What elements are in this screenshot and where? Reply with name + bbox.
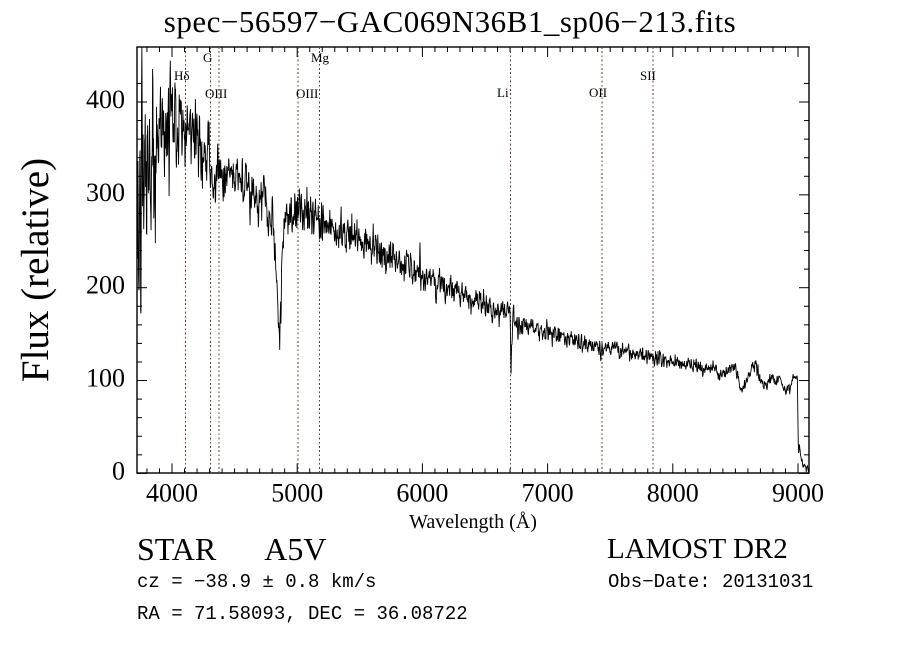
svg-text:Mg: Mg — [311, 50, 330, 65]
svg-text:7000: 7000 — [522, 478, 574, 507]
svg-text:OII: OII — [589, 85, 607, 100]
svg-text:SII: SII — [640, 68, 656, 83]
svg-text:300: 300 — [86, 178, 125, 207]
svg-text:Wavelength (Å): Wavelength (Å) — [409, 511, 537, 533]
svg-text:100: 100 — [86, 364, 125, 393]
svg-text:5000: 5000 — [271, 478, 323, 507]
svg-text:Hδ: Hδ — [174, 68, 190, 83]
svg-text:6000: 6000 — [396, 478, 448, 507]
svg-text:OIII: OIII — [296, 86, 318, 101]
svg-text:OIII: OIII — [205, 86, 227, 101]
svg-text:0: 0 — [112, 456, 125, 485]
svg-text:4000: 4000 — [146, 478, 198, 507]
svg-text:Flux (relative): Flux (relative) — [14, 158, 57, 382]
svg-text:200: 200 — [86, 271, 125, 300]
svg-text:9000: 9000 — [772, 478, 824, 507]
svg-text:Li: Li — [497, 85, 509, 100]
svg-text:400: 400 — [86, 85, 125, 114]
svg-text:G: G — [203, 50, 212, 65]
svg-text:8000: 8000 — [647, 478, 699, 507]
